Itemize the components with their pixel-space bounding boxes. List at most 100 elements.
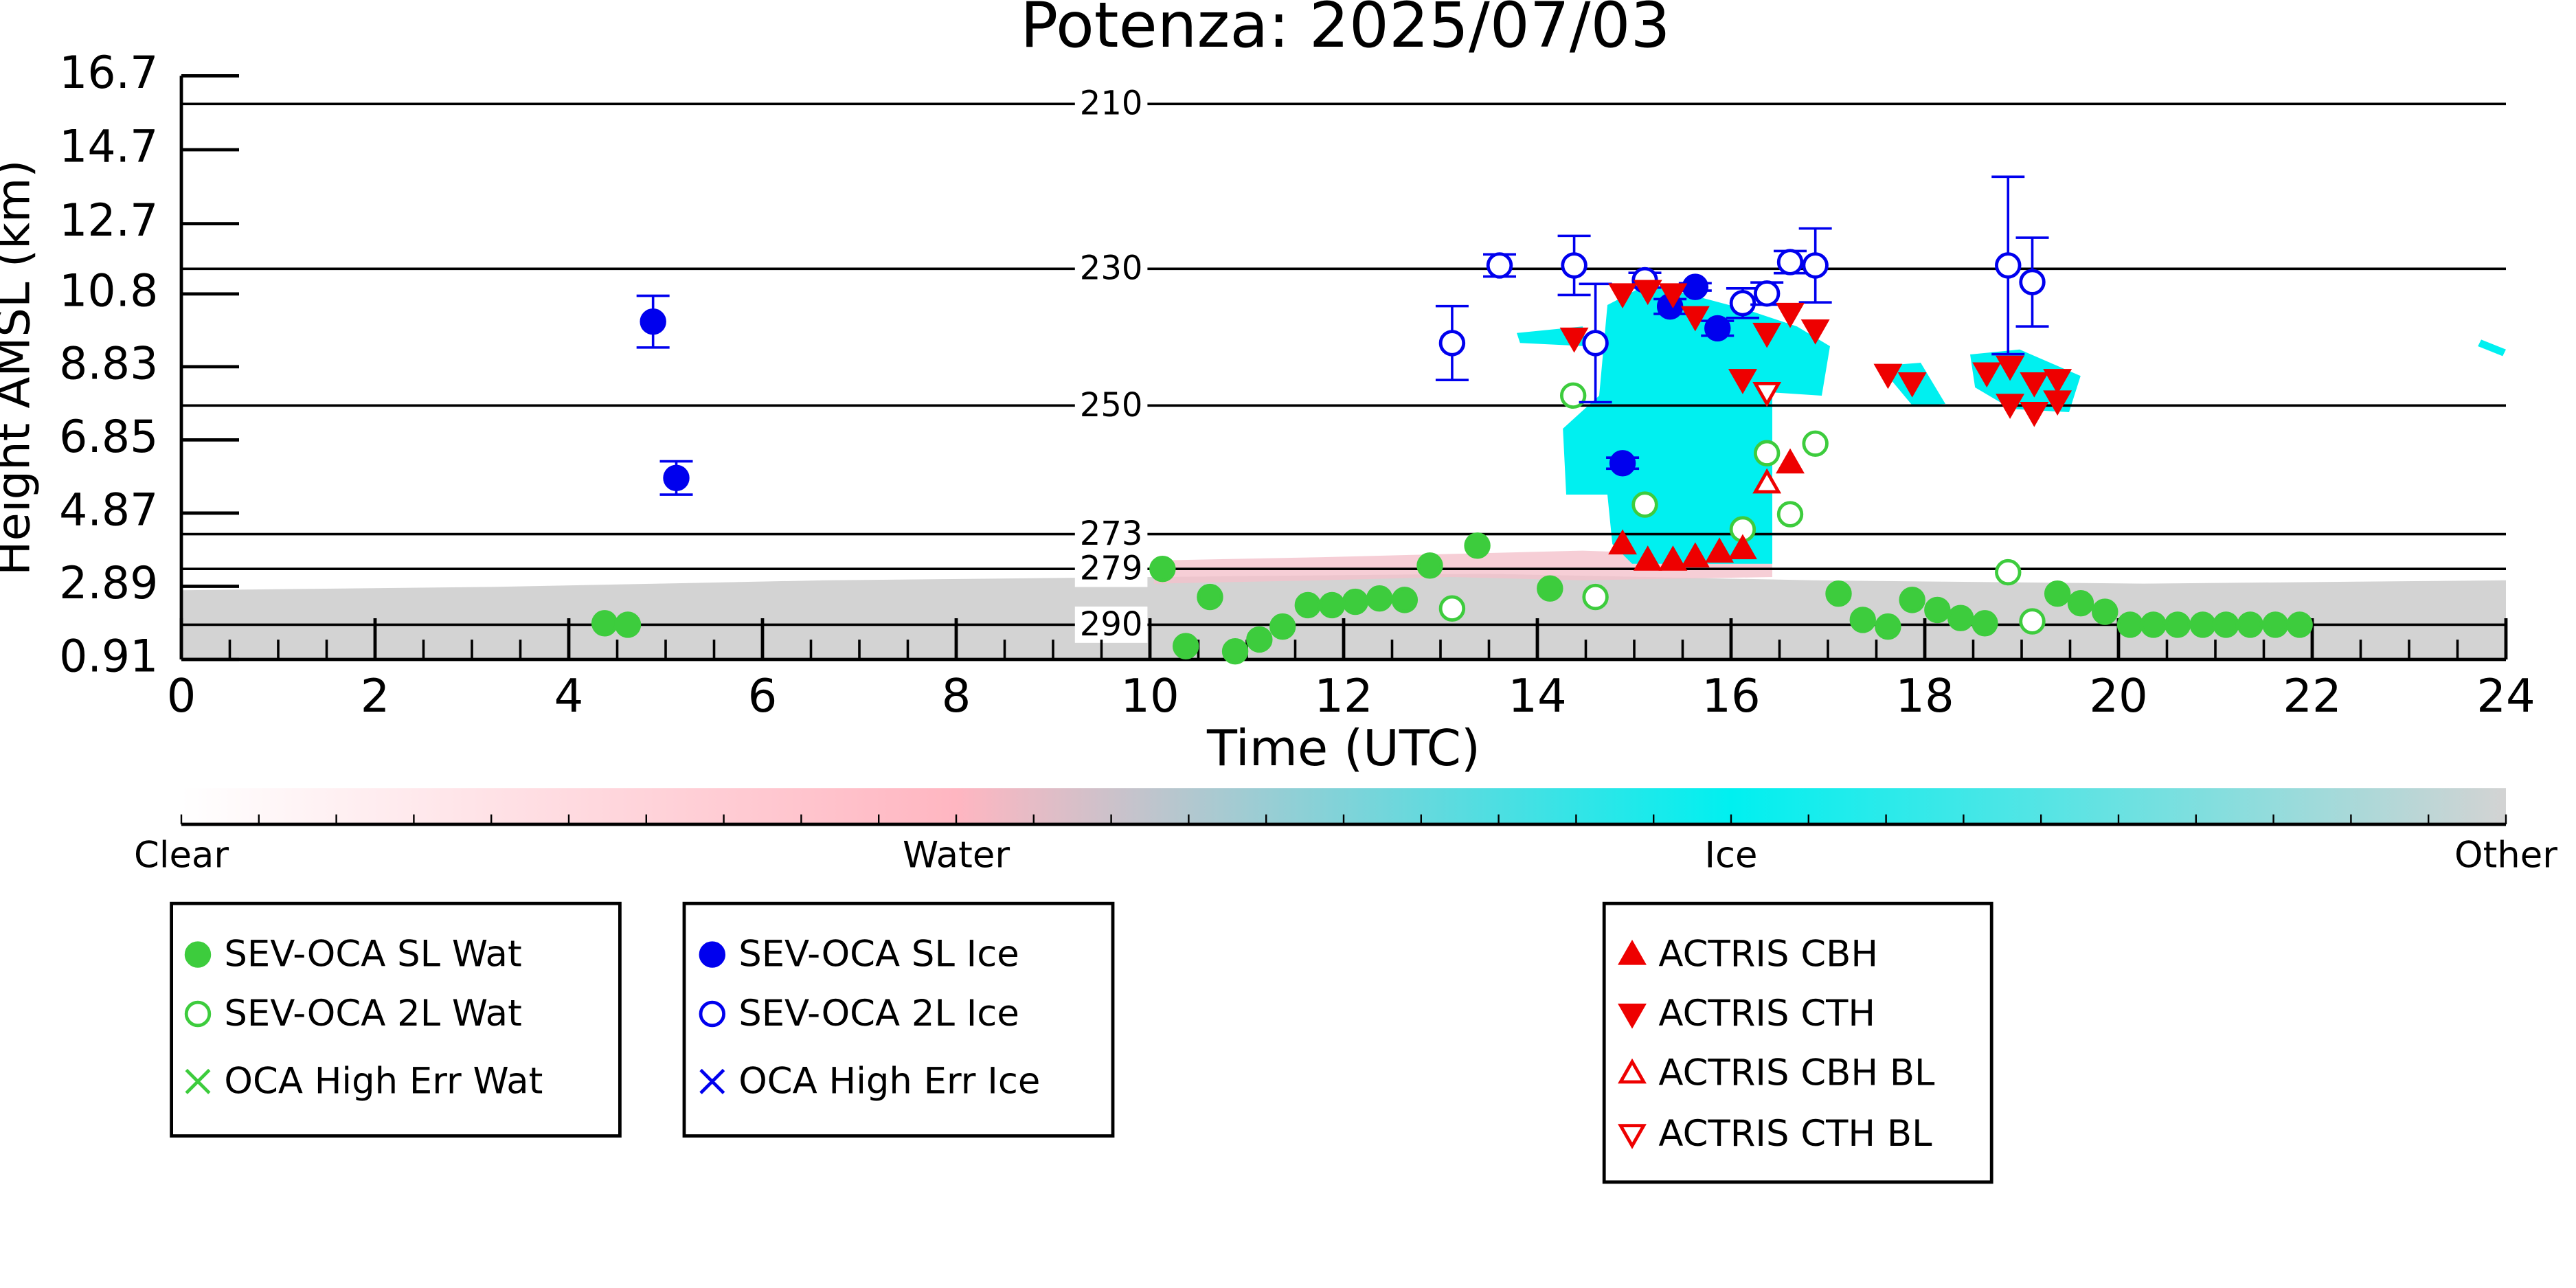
marker [1825, 580, 1852, 607]
marker [1996, 355, 2025, 381]
marker [1899, 587, 1925, 613]
marker [1609, 450, 1636, 477]
x-tick-label: 10 [1120, 669, 1179, 723]
legend-label: ACTRIS CBH BL [1658, 1052, 1935, 1094]
legend-label: ACTRIS CTH BL [1658, 1113, 1932, 1155]
marker [1618, 1058, 1647, 1084]
colorbar-label: Water [903, 835, 1010, 877]
x-tick-label: 24 [2476, 669, 2535, 723]
marker [1996, 394, 2025, 419]
marker [1729, 290, 1756, 317]
x-tick-label: 20 [2089, 669, 2148, 723]
marker [1995, 558, 2022, 586]
marker [1172, 633, 1199, 659]
marker [1221, 637, 1249, 665]
x-tick-label: 22 [2283, 669, 2342, 723]
marker [1680, 306, 1710, 332]
y-tick-label: 12.7 [59, 195, 158, 247]
marker [1875, 613, 1901, 640]
marker [1416, 552, 1443, 579]
marker [1776, 302, 1805, 328]
x-axis-label: Time (UTC) [1206, 719, 1480, 777]
marker [1658, 283, 1688, 308]
marker [1294, 591, 1322, 619]
marker [1753, 440, 1781, 466]
colorbar-ticks: Clear Water Ice Other [134, 814, 2557, 877]
contour-label-bg [1074, 250, 1148, 287]
marker [1752, 468, 1782, 494]
marker [1800, 319, 1830, 345]
marker [1753, 280, 1781, 307]
legend-label: SEV-OCA SL Wat [224, 934, 521, 975]
legend-label: OCA High Err Ice [738, 1060, 1040, 1102]
marker [699, 941, 725, 968]
x-tick-label: 12 [1314, 669, 1373, 723]
marker [1197, 583, 1223, 611]
marker [1391, 587, 1419, 613]
marker [2262, 611, 2289, 638]
marker [2043, 369, 2072, 394]
marker [1631, 491, 1658, 518]
marker [1682, 273, 1709, 300]
marker [1438, 595, 1466, 622]
cloud-mask-water [1154, 550, 1772, 584]
contour-label: 210 [1080, 84, 1143, 123]
marker [1752, 322, 1782, 348]
marker [1366, 585, 1393, 612]
y-tick-label: 16.7 [59, 47, 158, 99]
contour-label-bg [1074, 85, 1148, 122]
marker [1776, 249, 1804, 275]
marker [1995, 252, 2022, 279]
marker [2019, 269, 2046, 295]
y-tick-label: 6.85 [59, 411, 158, 463]
marker [1873, 363, 1903, 389]
marker [1149, 555, 1176, 583]
marker [1705, 537, 1735, 563]
marker [2020, 372, 2049, 398]
contour-label: 230 [1080, 249, 1143, 288]
marker [1776, 501, 1804, 528]
contour-label: 250 [1080, 386, 1143, 425]
marker [614, 611, 642, 638]
marker [2286, 611, 2313, 638]
legend-box [682, 901, 1115, 1138]
marker [2019, 608, 2046, 635]
x-tick-label: 8 [942, 669, 971, 723]
marker [1608, 529, 1638, 555]
contour-label-bg [1074, 516, 1148, 552]
marker [1728, 534, 1757, 560]
marker [1802, 430, 1829, 457]
marker [1704, 315, 1731, 342]
marker [699, 1000, 725, 1028]
marker [1618, 1004, 1647, 1029]
legend: SEV-OCA SL Wat SEV-OCA 2L Wat OCA High Err… [170, 901, 1993, 1184]
marker [1342, 588, 1369, 615]
marker [1246, 626, 1273, 653]
marker [1849, 607, 1876, 633]
marker [699, 1068, 725, 1094]
legend-label: ACTRIS CTH [1658, 993, 1875, 1035]
x-tick-label: 2 [361, 669, 390, 723]
marker [2116, 611, 2144, 638]
marker [2213, 611, 2239, 638]
marker [1582, 583, 1609, 611]
marker [2189, 611, 2216, 638]
contour-label: 290 [1080, 605, 1143, 644]
marker [1776, 448, 1805, 474]
legend-label: ACTRIS CBH [1658, 934, 1878, 975]
marker [1608, 283, 1638, 308]
marker [1802, 252, 1829, 279]
colorbar-label: Clear [134, 835, 229, 877]
cloud-mask-ice [2478, 339, 2506, 357]
marker [1924, 596, 1951, 624]
x-tick-label: 6 [748, 669, 778, 723]
colorbar-label: Ice [1704, 835, 1757, 877]
marker [1633, 545, 1662, 571]
marker [2140, 611, 2167, 638]
y-tick-label: 8.83 [59, 338, 158, 389]
marker [1618, 1124, 1647, 1149]
contour-label-bg [1074, 607, 1148, 643]
